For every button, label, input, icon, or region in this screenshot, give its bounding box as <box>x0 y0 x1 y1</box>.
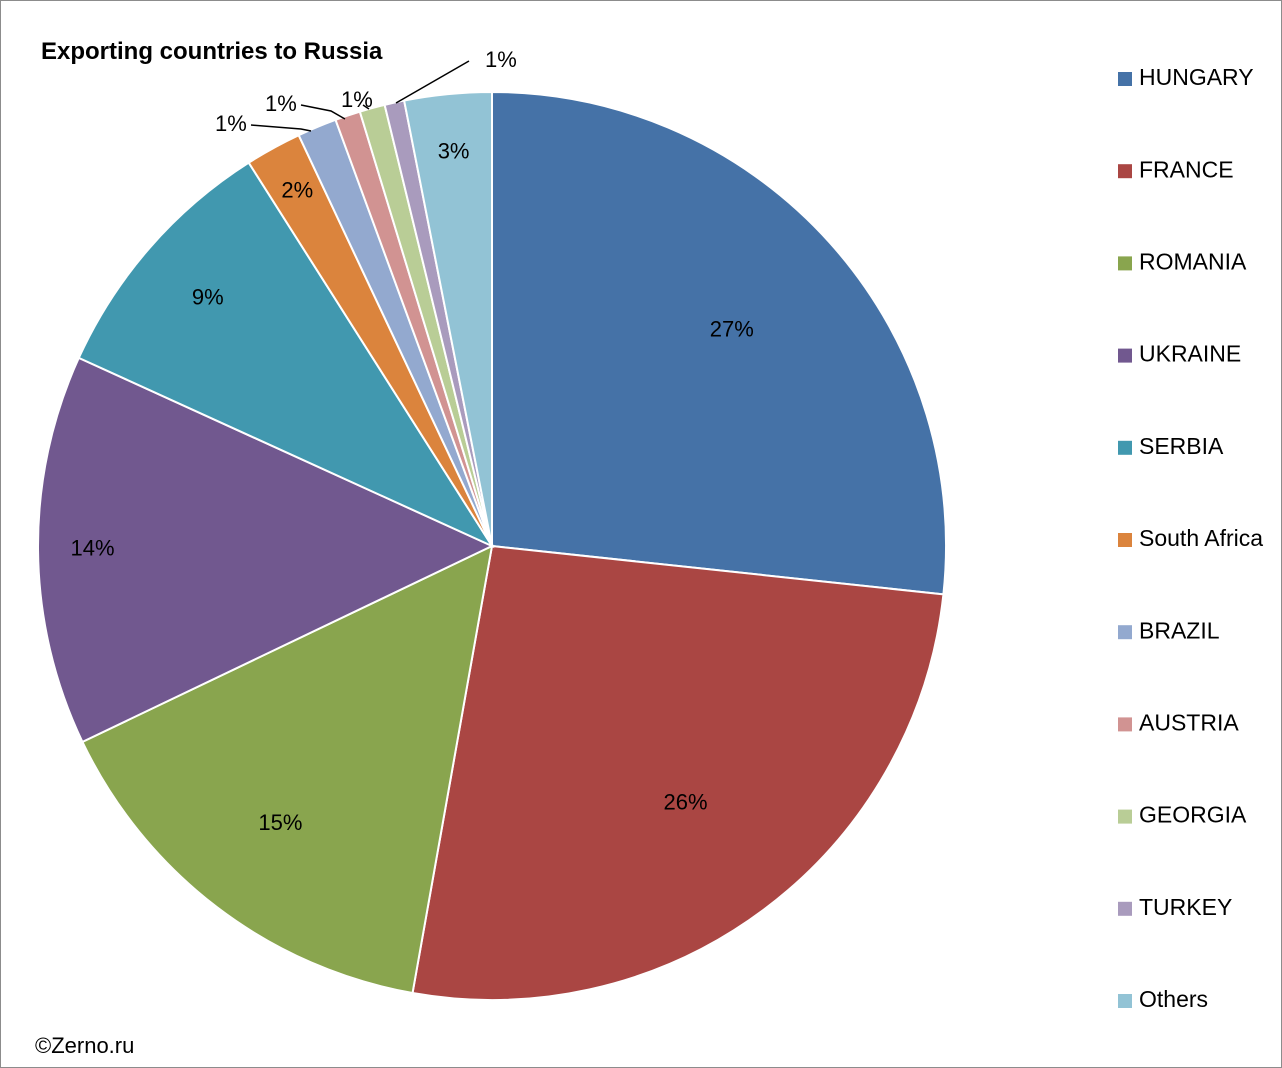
legend-swatch-ukraine <box>1118 348 1132 363</box>
data-label-serbia: 9% <box>192 284 224 309</box>
data-label-georgia: 1% <box>341 87 373 112</box>
legend-label-hungary: HUNGARY <box>1139 64 1254 90</box>
leader-line-austria <box>300 104 346 120</box>
leader-lines <box>250 60 470 132</box>
legend-label-south-africa: South Africa <box>1139 525 1263 551</box>
data-label-france: 26% <box>663 790 707 815</box>
legend-swatch-brazil <box>1118 625 1132 640</box>
pie-slice-serbia <box>77 161 495 549</box>
pie-data-labels: 27% 26% 15% 14% 9% 2% 1% 1% 1% 1% 3% <box>70 47 753 835</box>
pie-slice-romania <box>81 544 494 995</box>
pie-slice-hungary <box>491 90 947 596</box>
pie-slice-france <box>411 544 945 1001</box>
leader-line-brazil <box>250 124 312 132</box>
legend-swatch-austria <box>1118 717 1132 732</box>
legend-swatch-hungary <box>1118 72 1132 86</box>
legend-label-serbia: SERBIA <box>1139 433 1224 459</box>
data-label-ukraine: 14% <box>70 536 114 561</box>
data-label-turkey: 1% <box>485 47 517 72</box>
legend-swatch-georgia <box>1118 809 1132 824</box>
pie-slice-ukraine <box>37 356 495 744</box>
legend-label-france: FRANCE <box>1139 156 1234 182</box>
legend-swatch-france <box>1118 164 1132 179</box>
legend-label-romania: ROMANIA <box>1139 248 1247 274</box>
legend-swatch-serbia <box>1118 440 1132 455</box>
data-label-austria: 1% <box>265 91 297 116</box>
data-label-romania: 15% <box>258 810 302 835</box>
legend-label-others: Others <box>1139 986 1208 1012</box>
legend-label-turkey: TURKEY <box>1139 894 1232 920</box>
data-label-hungary: 27% <box>710 316 754 341</box>
leader-line-georgia <box>362 104 370 110</box>
leader-line-turkey <box>395 60 470 104</box>
chart-title: Exporting countries to Russia <box>41 38 383 65</box>
legend-label-georgia: GEORGIA <box>1139 802 1247 828</box>
legend-label-ukraine: UKRAINE <box>1139 341 1241 367</box>
source-credit: ©Zerno.ru <box>35 1033 134 1058</box>
legend-label-austria: AUSTRIA <box>1139 709 1239 735</box>
data-label-others: 3% <box>438 139 470 164</box>
pie-slice-others <box>402 90 493 547</box>
data-label-south-africa: 2% <box>281 178 313 203</box>
legend-label-brazil: BRAZIL <box>1139 617 1220 643</box>
pie-slices <box>37 90 947 1001</box>
legend: HUNGARY FRANCE ROMANIA UKRAINE SERBIA South A… <box>1118 64 1263 1012</box>
legend-swatch-south-africa <box>1118 533 1132 547</box>
legend-swatch-others <box>1118 994 1132 1008</box>
legend-swatch-romania <box>1118 256 1132 271</box>
data-label-brazil: 1% <box>215 111 247 136</box>
legend-swatch-turkey <box>1118 901 1132 916</box>
